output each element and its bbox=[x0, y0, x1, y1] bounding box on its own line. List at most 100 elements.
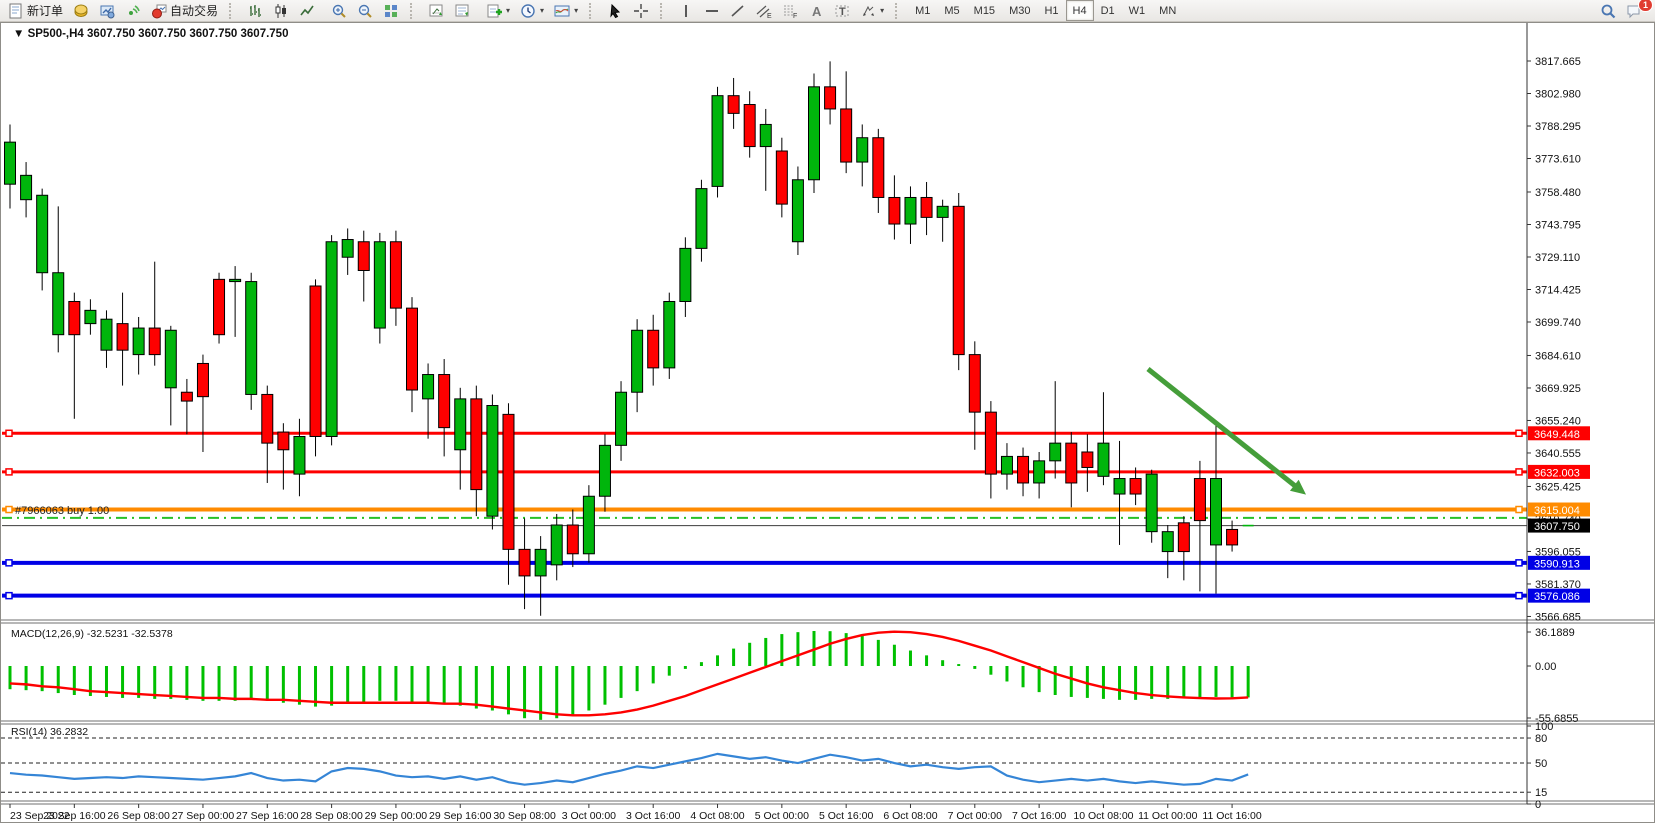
crosshair-button[interactable] bbox=[628, 2, 654, 19]
zoom-in-icon bbox=[332, 4, 346, 18]
candle bbox=[1193, 460, 1206, 592]
line-anchor-marker[interactable] bbox=[1515, 429, 1523, 438]
rsi-axis-label: 100 bbox=[1535, 721, 1553, 733]
line-anchor-marker[interactable] bbox=[5, 559, 13, 567]
line-anchor-marker[interactable] bbox=[5, 429, 13, 438]
candle bbox=[309, 279, 322, 457]
candle bbox=[1000, 443, 1013, 490]
candle bbox=[164, 325, 177, 426]
horizontal-line-button[interactable] bbox=[699, 2, 725, 19]
candle bbox=[920, 181, 933, 236]
cursor-icon bbox=[610, 3, 621, 18]
candle bbox=[373, 232, 386, 344]
period-button[interactable]: ▾ bbox=[515, 2, 549, 19]
dropdown-caret-icon[interactable]: ▾ bbox=[880, 6, 885, 15]
text-label-button[interactable]: T bbox=[829, 2, 855, 19]
candle bbox=[36, 188, 49, 291]
rsi-axis-label: 15 bbox=[1535, 787, 1547, 799]
chart-window[interactable]: #7966063 buy 1.00 ▼ SP500-,H4 3607.750 36… bbox=[0, 22, 1655, 823]
timeframe-w1[interactable]: W1 bbox=[1128, 4, 1146, 17]
payments-button[interactable] bbox=[68, 2, 94, 19]
candle bbox=[984, 401, 997, 499]
time-tick-label: 27 Sep 16:00 bbox=[236, 810, 299, 822]
fibonacci-icon: F bbox=[784, 5, 797, 19]
candle bbox=[663, 292, 676, 379]
line-anchor-marker[interactable] bbox=[5, 468, 13, 476]
timeframe-m5[interactable]: M5 bbox=[944, 4, 960, 17]
candle bbox=[84, 299, 97, 335]
timeframe-mn[interactable]: MN bbox=[1159, 4, 1177, 17]
candle bbox=[341, 228, 354, 275]
signals-button[interactable] bbox=[120, 2, 146, 19]
main-price-panel[interactable]: #7966063 buy 1.00 ▼ SP500-,H4 3607.750 36… bbox=[1, 28, 1527, 616]
line-anchor-marker[interactable] bbox=[5, 505, 13, 514]
price-tick-label: 3684.610 bbox=[1535, 350, 1581, 362]
cursor-button[interactable] bbox=[602, 2, 628, 19]
candle bbox=[4, 124, 16, 209]
new-chart-button[interactable]: ▾ bbox=[481, 2, 515, 19]
equidistant-channel-button[interactable]: E bbox=[751, 2, 777, 19]
chart-background bbox=[1, 23, 1654, 822]
time-tick-label: 5 Oct 00:00 bbox=[755, 810, 809, 822]
svg-text:3607.750: 3607.750 bbox=[1534, 521, 1580, 533]
line-anchor-marker[interactable] bbox=[1515, 591, 1523, 600]
dropdown-caret-icon[interactable]: ▾ bbox=[540, 6, 545, 15]
vertical-line-button[interactable] bbox=[673, 2, 699, 19]
candle bbox=[856, 124, 869, 187]
timeframe-m15[interactable]: M15 bbox=[973, 4, 996, 17]
rsi-label: RSI(14) 36.2832 bbox=[11, 726, 88, 738]
indicators-list-button[interactable] bbox=[449, 2, 475, 19]
trendline-icon bbox=[731, 4, 744, 17]
timeframe-m30[interactable]: M30 bbox=[1009, 4, 1031, 17]
candle bbox=[631, 319, 644, 413]
zoom-in-button[interactable] bbox=[326, 2, 352, 19]
rsi-panel[interactable]: RSI(14) 36.2832 bbox=[1, 726, 1527, 793]
arrow-objects-button[interactable]: ▾ bbox=[855, 2, 889, 19]
notifications-button[interactable]: 1 bbox=[1621, 0, 1653, 19]
dropdown-caret-icon[interactable]: ▾ bbox=[574, 6, 579, 15]
line-anchor-marker[interactable] bbox=[1515, 559, 1523, 567]
candle bbox=[711, 86, 724, 198]
svg-text:A: A bbox=[812, 4, 822, 19]
rsi-axis-label: 80 bbox=[1535, 733, 1547, 745]
fibonacci-button[interactable]: F bbox=[777, 2, 803, 19]
accounts-button[interactable] bbox=[94, 2, 120, 19]
candlestick-chart-icon bbox=[275, 3, 287, 18]
line-chart-button[interactable] bbox=[294, 2, 320, 19]
template-button[interactable]: ▾ bbox=[549, 2, 583, 19]
line-anchor-marker[interactable] bbox=[5, 591, 13, 600]
timeframe-h1[interactable]: H1 bbox=[1044, 4, 1059, 17]
price-badge: 3632.003 bbox=[1528, 464, 1590, 479]
chart-canvas[interactable]: #7966063 buy 1.00 ▼ SP500-,H4 3607.750 36… bbox=[1, 23, 1654, 822]
zoom-out-button[interactable] bbox=[352, 2, 378, 19]
tile-windows-button[interactable] bbox=[378, 2, 404, 19]
macd-panel[interactable]: MACD(12,26,9) -32.5231 -32.5378 bbox=[8, 628, 1250, 720]
notification-badge[interactable]: 1 bbox=[1637, 0, 1653, 12]
line-anchor-marker[interactable] bbox=[1515, 468, 1523, 476]
trend-arrow[interactable] bbox=[1146, 367, 1307, 495]
price-axis[interactable]: 3817.665 3802.980 3788.295 3773.610 3758.480… bbox=[1527, 56, 1590, 811]
toolbar-search-button[interactable] bbox=[1595, 2, 1621, 19]
text-button[interactable]: A bbox=[803, 2, 829, 19]
price-tick-label: 3714.425 bbox=[1535, 284, 1581, 296]
candle bbox=[52, 206, 65, 353]
text-label-icon: T bbox=[835, 5, 849, 18]
timeframe-d1[interactable]: D1 bbox=[1100, 4, 1115, 17]
new-order-button[interactable]: 新订单 bbox=[3, 2, 68, 19]
trendline-button[interactable] bbox=[725, 2, 751, 19]
candle bbox=[116, 292, 129, 386]
toolbar-separator bbox=[589, 2, 596, 19]
timeframe-m1[interactable]: M1 bbox=[915, 4, 931, 17]
timeframe-h4[interactable]: H4 bbox=[1065, 0, 1094, 21]
price-tick-label: 3773.610 bbox=[1535, 154, 1581, 166]
line-anchor-marker[interactable] bbox=[1515, 505, 1523, 514]
autotrade-button[interactable]: 自动交易 bbox=[146, 2, 223, 19]
candle bbox=[389, 230, 402, 326]
indicators-window-button[interactable] bbox=[423, 2, 449, 19]
dropdown-caret-icon[interactable]: ▾ bbox=[506, 6, 511, 15]
signals-icon bbox=[129, 4, 140, 15]
bar-chart-button[interactable] bbox=[242, 2, 268, 19]
candlestick-chart-button[interactable] bbox=[268, 2, 294, 19]
